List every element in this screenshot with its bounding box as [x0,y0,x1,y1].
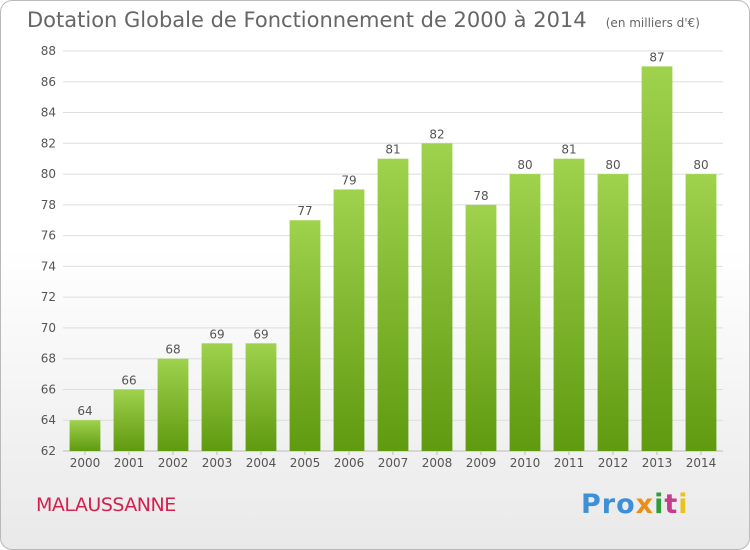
y-tick-label: 68 [41,352,56,366]
logo-part: i [678,489,689,520]
bar[interactable] [157,358,189,451]
proxiti-logo[interactable]: Proxiti [581,489,689,520]
bar[interactable] [641,66,673,451]
y-tick-label: 80 [41,167,56,181]
logo-part: Pro [581,489,636,520]
bar[interactable] [113,389,145,451]
x-axis-ticks: 2000 2001 2002 2003 2004 2005 2006 2007 2008 2009… [70,451,717,470]
logo-part: i [654,489,665,520]
x-tick-label: 2007 [378,456,409,470]
x-tick-label: 2006 [334,456,365,470]
data-label: 66 [121,373,136,387]
x-tick-label: 2005 [290,456,321,470]
x-tick-label: 2014 [686,456,717,470]
bar[interactable] [69,420,101,451]
data-label: 80 [693,158,708,172]
x-tick-label: 2013 [642,456,673,470]
y-tick-label: 70 [41,321,56,335]
x-tick-label: 2002 [158,456,189,470]
bar[interactable] [245,343,277,451]
bar[interactable] [289,220,321,451]
logo-part: t [664,489,679,520]
data-label: 64 [77,404,92,418]
bar[interactable] [201,343,233,451]
y-tick-label: 76 [41,229,56,243]
bars [69,66,717,452]
x-tick-label: 2000 [70,456,101,470]
data-label: 68 [165,343,180,357]
data-label: 69 [209,327,224,341]
bar[interactable] [685,174,717,452]
x-tick-label: 2009 [466,456,497,470]
bar[interactable] [377,158,409,451]
x-tick-label: 2008 [422,456,453,470]
data-label: 78 [473,189,488,203]
bar[interactable] [553,158,585,451]
data-label: 81 [385,143,400,157]
y-tick-label: 88 [41,44,56,58]
chart-header: Dotation Globale de Fonctionnement de 20… [27,8,700,32]
y-tick-label: 66 [41,382,56,396]
x-tick-label: 2003 [202,456,233,470]
y-tick-label: 78 [41,198,56,212]
chart-subtitle: (en milliers d'€) [605,16,700,30]
y-tick-label: 62 [41,444,56,458]
x-tick-label: 2004 [246,456,277,470]
data-label: 80 [517,158,532,172]
y-tick-label: 64 [41,413,56,427]
y-tick-label: 72 [41,290,56,304]
data-label: 79 [341,173,356,187]
data-label: 81 [561,143,576,157]
bar[interactable] [509,174,541,452]
data-labels: 64 66 68 69 69 77 79 81 82 78 80 81 80 87 80 [77,50,708,418]
bar[interactable] [421,143,453,452]
logo-part: x [635,489,655,520]
town-name: MALAUSSANNE [36,494,176,516]
y-axis-ticks: 62 64 66 68 70 72 74 76 78 80 82 84 86 88 [41,44,56,458]
y-tick-label: 86 [41,75,56,89]
data-label: 82 [429,127,444,141]
x-tick-label: 2001 [114,456,145,470]
y-tick-label: 74 [41,259,56,273]
bar[interactable] [465,204,497,451]
chart-title: Dotation Globale de Fonctionnement de 20… [27,8,587,32]
y-tick-label: 84 [41,106,56,120]
x-tick-label: 2010 [510,456,541,470]
bar[interactable] [597,174,629,452]
data-label: 77 [297,204,312,218]
data-label: 87 [649,50,664,64]
bar[interactable] [333,189,365,451]
x-tick-label: 2011 [554,456,585,470]
data-label: 80 [605,158,620,172]
data-label: 69 [253,327,268,341]
y-tick-label: 82 [41,136,56,150]
x-tick-label: 2012 [598,456,629,470]
